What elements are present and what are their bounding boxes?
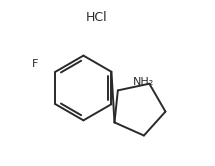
Text: NH₂: NH₂ xyxy=(133,77,155,87)
Text: HCl: HCl xyxy=(86,11,108,24)
Text: F: F xyxy=(32,59,38,69)
